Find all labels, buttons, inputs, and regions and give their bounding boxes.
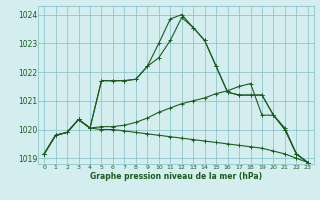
X-axis label: Graphe pression niveau de la mer (hPa): Graphe pression niveau de la mer (hPa)	[90, 172, 262, 181]
